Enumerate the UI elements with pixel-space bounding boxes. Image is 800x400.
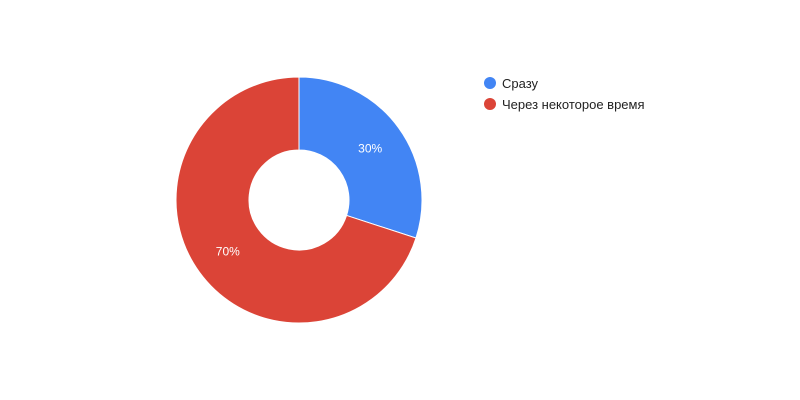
legend-swatch-0 [484,77,496,89]
legend-item-1[interactable]: Через некоторое время [484,97,645,112]
legend: Сразу Через некоторое время [484,76,645,112]
slice-1[interactable] [175,76,417,324]
legend-label-0: Сразу [502,76,539,91]
slices-layer [175,76,423,324]
legend-item-0[interactable]: Сразу [484,76,539,91]
legend-swatch-1 [484,98,496,110]
legend-label-1: Через некоторое время [502,97,645,112]
slice-0[interactable] [298,76,423,239]
slice-labels-layer: 30% 70% [216,141,383,258]
slice-label-0: 30% [358,141,382,155]
slice-label-1: 70% [216,245,240,259]
